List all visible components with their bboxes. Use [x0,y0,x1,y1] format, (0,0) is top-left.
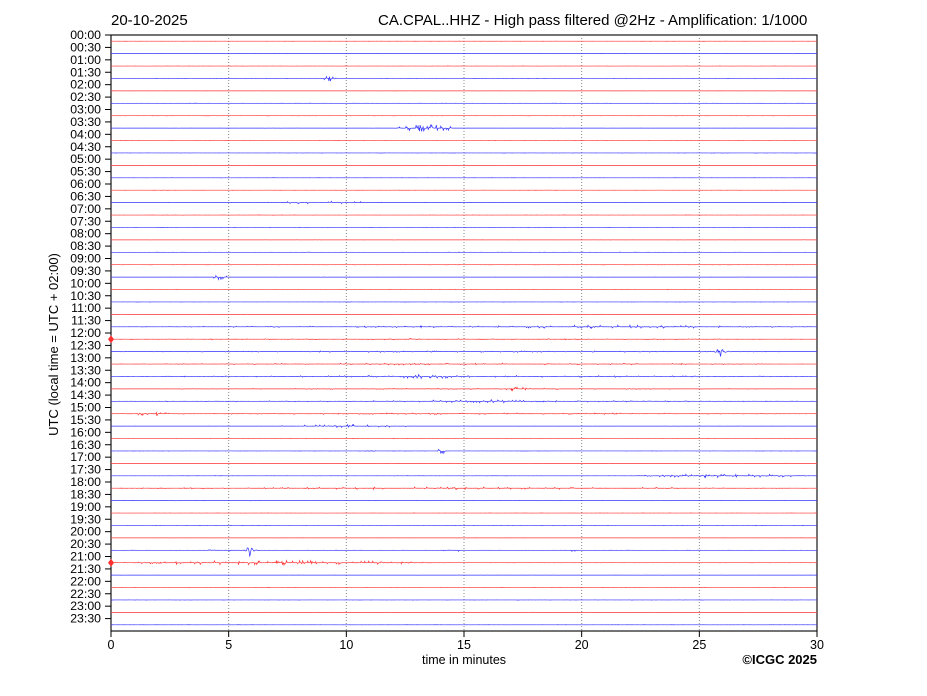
svg-text:5: 5 [225,638,232,652]
svg-text:time in minutes: time in minutes [422,653,506,667]
svg-text:23:30: 23:30 [70,612,101,626]
svg-text:0: 0 [108,638,115,652]
svg-text:25: 25 [692,638,706,652]
svg-text:10: 10 [339,638,353,652]
svg-text:30: 30 [810,638,824,652]
svg-text:©ICGC 2025: ©ICGC 2025 [742,652,817,667]
svg-text:UTC (local time = UTC + 02:00): UTC (local time = UTC + 02:00) [46,253,61,436]
svg-text:20: 20 [575,638,589,652]
svg-text:15: 15 [457,638,471,652]
